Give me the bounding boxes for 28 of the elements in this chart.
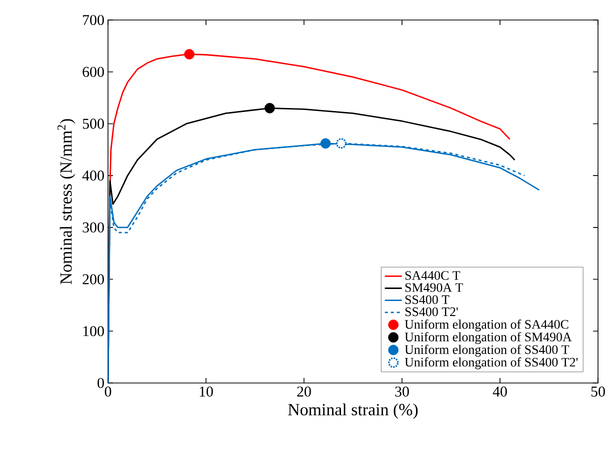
legend-label: SS400 T2'	[405, 307, 458, 316]
legend-label: Uniform elongation of SM490A	[404, 332, 572, 344]
x-tick-label: 0	[104, 386, 112, 397]
point	[184, 49, 195, 60]
legend-label: Uniform elongation of SA440C	[404, 319, 568, 332]
point	[336, 138, 347, 149]
x-tick-label: 20	[297, 386, 311, 397]
y-tick-label: 600	[82, 66, 104, 77]
y-tick-label: 500	[82, 118, 104, 129]
y-tick-label: 400	[82, 170, 104, 181]
y-tick-label: 100	[83, 326, 104, 336]
x-tick-label: 40	[492, 386, 507, 397]
y-tick-label: 200	[82, 274, 104, 284]
y-tick-label: 0	[98, 378, 104, 388]
y-tick-label: 700	[83, 14, 104, 26]
x-tick-label: 30	[395, 386, 409, 397]
legend-label: Uniform elongation of SS400 T2'	[404, 357, 578, 370]
point	[264, 102, 275, 114]
y-axis-title: Nominal stress (N/mm$^{2}$)	[58, 119, 76, 284]
legend-label: SS400 T	[405, 295, 450, 304]
legend-label: SA440C T	[405, 271, 460, 280]
legend-label: Uniform elongation of SS400 T	[404, 344, 570, 357]
y-tick-label: 300	[82, 222, 104, 232]
legend-label: SM490A T	[405, 283, 463, 292]
x-axis-title: Nominal strain (%)	[288, 403, 418, 419]
x-tick-label: 50	[591, 386, 605, 397]
point	[320, 138, 331, 149]
x-tick-label: 10	[200, 386, 213, 397]
